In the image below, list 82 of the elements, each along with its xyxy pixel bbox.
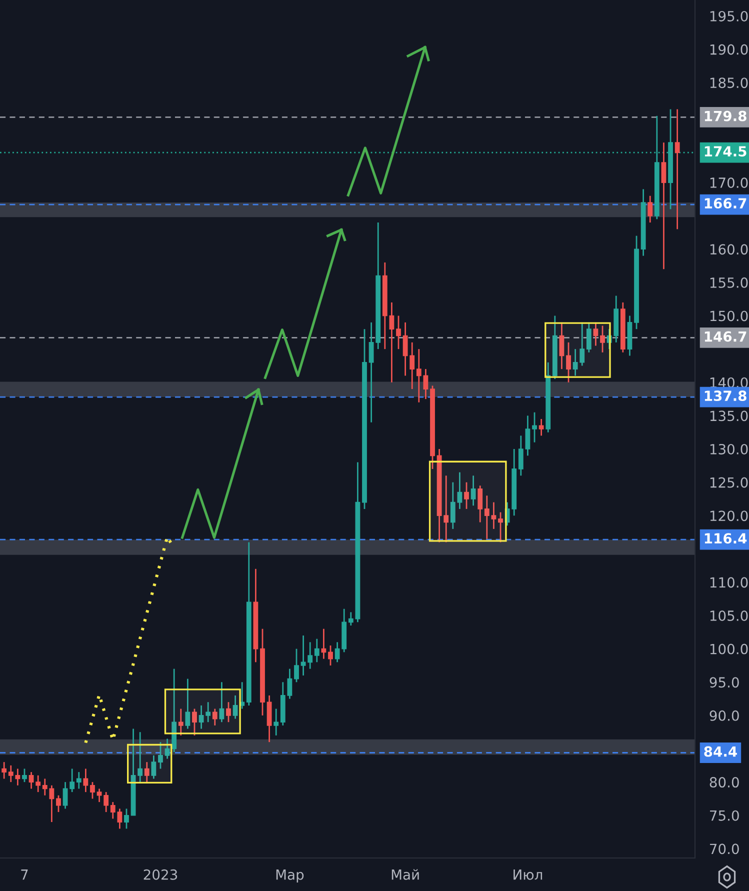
y-tick-label: 125.0 <box>710 477 748 488</box>
candlestick <box>164 738 170 760</box>
y-tick-label: 160.0 <box>710 244 748 255</box>
candlestick <box>586 322 592 354</box>
candlestick <box>498 512 503 543</box>
candlestick <box>158 741 163 770</box>
candlestick <box>518 434 524 476</box>
candlestick <box>22 768 27 783</box>
candlestick <box>212 708 218 726</box>
ref-line-label: 179.8 <box>704 110 746 122</box>
candlestick <box>661 142 666 270</box>
candlestick <box>491 502 496 530</box>
candlestick <box>525 414 530 456</box>
candlestick <box>185 678 190 730</box>
candlestick <box>90 781 95 800</box>
y-tick-label: 95.0 <box>710 677 739 688</box>
candlestick <box>321 628 326 660</box>
candlestick <box>219 681 224 723</box>
candlestick <box>600 325 605 354</box>
candlestick <box>2 761 7 780</box>
y-tick-label: 90.0 <box>710 710 739 721</box>
candlestick <box>294 648 299 683</box>
x-tick-label: Май <box>392 869 419 880</box>
y-tick-label: 190.0 <box>710 44 748 55</box>
y-tick-label: 75.0 <box>710 810 739 821</box>
x-tick-label: Июл <box>514 870 542 880</box>
candlestick <box>396 315 401 350</box>
y-tick-label: 130.0 <box>710 444 748 454</box>
candlestick <box>206 701 211 723</box>
x-tick-label: 7 <box>21 870 28 880</box>
candlestick <box>266 694 272 743</box>
candlestick <box>62 781 68 810</box>
y-tick-label: 195.0 <box>710 10 748 22</box>
ref-line-label: 166.7 <box>704 198 746 209</box>
y-tick-label: 150.0 <box>710 310 748 322</box>
ref-line-label: 174.5 <box>704 146 746 157</box>
candlestick <box>192 708 197 736</box>
candlestick <box>226 701 231 723</box>
candlestick <box>648 195 653 224</box>
candlestick <box>104 791 109 813</box>
y-tick-label: 185.0 <box>710 78 748 88</box>
candlestick <box>36 774 41 793</box>
y-tick-label: 135.0 <box>710 410 748 422</box>
candlestick <box>96 788 102 803</box>
candlestick <box>56 794 61 813</box>
y-tick-label: 105.0 <box>710 610 748 621</box>
candlestick <box>538 418 544 436</box>
y-tick-label: 170.0 <box>710 177 748 188</box>
candlestick <box>464 482 469 510</box>
candlestick <box>559 322 564 370</box>
ref-line-label: 116.4 <box>704 533 747 544</box>
candlestick <box>124 808 129 830</box>
candlestick <box>478 484 483 523</box>
candlestick <box>151 754 156 780</box>
candlestick <box>144 761 150 783</box>
y-tick-label: 110.0 <box>710 577 748 588</box>
x-tick-label: Мар <box>276 870 304 883</box>
y-tick-label: 100.0 <box>710 644 748 654</box>
candlestick <box>593 322 598 346</box>
candlestick <box>138 731 143 783</box>
candlestick <box>28 771 34 790</box>
candlestick <box>484 494 490 540</box>
ref-line-label: 84.4 <box>704 746 737 757</box>
candlestick <box>83 768 88 793</box>
candlestick <box>70 768 75 793</box>
candlestick <box>674 108 680 230</box>
candlestick <box>328 644 333 666</box>
candlestick <box>470 474 476 506</box>
ref-line-label: 137.8 <box>704 390 746 402</box>
candlestick <box>532 412 537 444</box>
candlestick <box>198 704 204 730</box>
candlestick <box>314 638 320 663</box>
ref-line-label: 146.7 <box>704 331 746 342</box>
y-tick-label: 80.0 <box>710 777 739 788</box>
candlestick <box>178 708 184 736</box>
candlestick <box>274 708 279 736</box>
candlestick <box>76 771 82 790</box>
candlestick <box>566 342 571 384</box>
y-tick-label: 70.0 <box>710 844 739 854</box>
y-tick-label: 155.0 <box>710 277 748 288</box>
y-tick-label: 120.0 <box>710 510 748 522</box>
x-tick-label: 2023 <box>144 869 178 880</box>
